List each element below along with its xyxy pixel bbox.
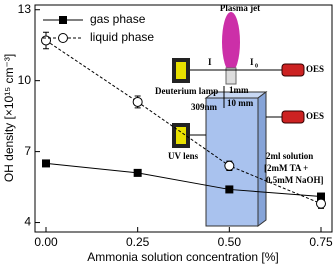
annotation: I [208, 57, 212, 67]
annotation: 0 [255, 63, 258, 69]
annotation: I [250, 57, 254, 67]
x-tick-label: 0.50 [218, 235, 242, 249]
x-tick-label: 0.25 [126, 235, 150, 249]
legend-marker [58, 33, 68, 43]
series-line [45, 40, 322, 205]
annotation: 0.5mM NaOH] [266, 175, 324, 185]
marker [42, 159, 50, 168]
series-line [45, 162, 322, 198]
x-tick-label: 0.00 [34, 235, 58, 249]
annotation: OES [306, 111, 324, 121]
oes-detector [281, 110, 305, 124]
marker [317, 192, 325, 201]
marker [132, 96, 143, 107]
marker [224, 160, 235, 171]
legend-marker [59, 16, 67, 24]
x-axis-label: Ammonia solution concentration [%] [87, 250, 278, 264]
x-tick-label: 0.75 [309, 235, 333, 249]
lamp-face [176, 62, 186, 79]
plasma-jet [222, 12, 240, 72]
annotation: 2ml solution [266, 151, 313, 161]
annotation: Plasma jet [220, 3, 260, 13]
y-tick-label: 10 [18, 73, 32, 87]
y-axis-label: OH density [×10¹⁵ cm⁻³] [2, 54, 16, 182]
annotation: 1mm [229, 85, 249, 95]
y-tick-label: 4 [24, 215, 31, 229]
annotation: UV lens [168, 151, 199, 161]
annotation: [2mM TA + [264, 163, 308, 173]
cuvette-side [257, 91, 267, 227]
lens-face [176, 127, 186, 144]
annotation: 309nm [191, 102, 218, 112]
y-tick-label: 13 [18, 2, 32, 16]
marker [316, 198, 326, 209]
legend-label: liquid phase [90, 30, 154, 44]
nozzle [225, 67, 237, 85]
y-tick-label: 7 [24, 144, 31, 158]
annotation: 10 mm [227, 98, 254, 108]
marker [225, 185, 234, 194]
marker [133, 168, 142, 177]
legend-label: gas phase [90, 12, 146, 26]
inset-diagram: Plasma jet I I 0 1mm 10 mm OES OES Deute… [155, 3, 324, 227]
marker [41, 35, 51, 46]
annotation: OES [306, 64, 324, 74]
plot-frame [34, 4, 333, 233]
annotation: Deuterium lamp [155, 86, 218, 96]
oes-detector [281, 63, 305, 77]
